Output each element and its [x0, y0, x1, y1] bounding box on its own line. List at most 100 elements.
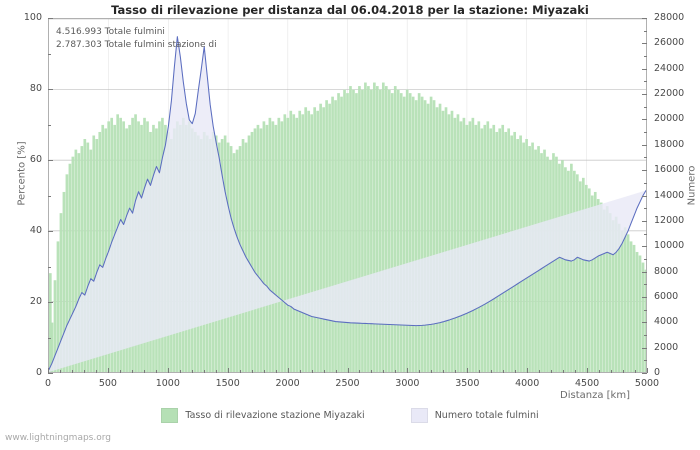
x-tick-label: 5000 [634, 378, 660, 389]
legend-item-detection-rate: Tasso di rilevazione stazione Miyazaki [161, 408, 365, 423]
x-tick-label: 4500 [575, 378, 600, 389]
y-left-tick-label: 100 [23, 12, 42, 23]
y-right-tick-label: 28000 [654, 12, 685, 23]
axis-tick-mark [642, 94, 647, 96]
axis-tick-mark [191, 370, 193, 373]
axis-tick-mark [644, 30, 647, 32]
y-left-tick-label: 0 [35, 367, 42, 378]
y-left-tick-label: 60 [29, 154, 42, 165]
axis-tick-mark [359, 370, 361, 373]
axis-tick-mark [119, 370, 121, 373]
legend-label-detection-rate: Tasso di rilevazione stazione Miyazaki [185, 410, 365, 421]
axis-tick-mark [167, 368, 169, 373]
legend-swatch-green [161, 408, 179, 423]
axis-tick-mark [635, 370, 637, 373]
axis-tick-mark [251, 370, 253, 373]
axis-tick-mark [644, 81, 647, 83]
axis-tick-mark [642, 119, 647, 121]
axis-tick-mark [48, 266, 51, 268]
axis-tick-mark [479, 370, 481, 373]
axis-tick-mark [642, 373, 647, 374]
axis-tick-mark [527, 368, 529, 373]
plot-area [48, 18, 647, 373]
axis-tick-mark [48, 302, 53, 303]
annotation-block: 4.516.993 Totale fulmini 2.787.303 Total… [56, 26, 217, 52]
axis-tick-mark [644, 284, 647, 286]
axis-tick-mark [131, 370, 133, 373]
axis-tick-mark [642, 322, 647, 324]
axis-tick-mark [275, 370, 277, 373]
axis-tick-mark [299, 370, 301, 373]
axis-tick-mark [642, 68, 647, 70]
axis-tick-mark [644, 309, 647, 311]
y-right-tick-label: 18000 [654, 138, 685, 150]
x-tick-label: 3000 [395, 378, 420, 389]
page-title: Tasso di rilevazione per distanza dal 06… [111, 3, 589, 17]
axis-tick-mark [287, 368, 289, 373]
axis-tick-mark [563, 370, 565, 373]
axis-tick-mark [83, 370, 85, 373]
axis-tick-mark [642, 170, 647, 172]
axis-tick-mark [642, 271, 647, 273]
axis-tick-mark [107, 368, 109, 373]
axis-tick-mark [215, 370, 217, 373]
y-right-tick-label: 12000 [654, 214, 685, 226]
axis-tick-mark [644, 258, 647, 260]
x-tick-label: 0 [44, 378, 52, 389]
x-tick-label: 4000 [515, 378, 540, 389]
axis-tick-mark [48, 53, 51, 55]
axis-tick-mark [347, 368, 349, 373]
axis-tick-mark [419, 370, 421, 373]
axis-tick-mark [644, 182, 647, 184]
axis-tick-mark [644, 106, 647, 108]
axis-tick-mark [642, 347, 647, 349]
axis-tick-mark [383, 370, 385, 373]
y-right-tick-label: 14000 [654, 189, 685, 201]
y-left-tick-label: 40 [29, 225, 42, 236]
axis-tick-mark [515, 370, 517, 373]
legend-label-total-count: Numero totale fulmini [434, 410, 539, 421]
axis-tick-mark [311, 370, 313, 373]
axis-tick-mark [48, 195, 51, 197]
y-right-tick-label: 16000 [654, 164, 685, 176]
axis-tick-mark [539, 370, 541, 373]
axis-tick-mark [644, 56, 647, 58]
axis-tick-mark [644, 334, 647, 336]
axis-tick-mark [48, 160, 53, 161]
axis-tick-mark [407, 368, 409, 373]
axis-tick-mark [48, 231, 53, 232]
axis-tick-mark [644, 132, 647, 134]
y-right-tick-label: 22000 [654, 88, 685, 100]
x-tick-label: 1000 [155, 378, 180, 389]
axis-tick-mark [48, 368, 49, 373]
axis-tick-mark [644, 157, 647, 159]
axis-tick-mark [371, 370, 373, 373]
axis-tick-mark [642, 195, 647, 197]
y-right-tick-label: 2000 [654, 341, 679, 353]
legend-swatch-lavender [410, 408, 428, 423]
x-axis-label: Distanza [km] [560, 390, 630, 401]
axis-tick-mark [48, 124, 51, 126]
axis-tick-mark [551, 370, 553, 373]
axis-tick-mark [491, 370, 493, 373]
axis-tick-mark [644, 208, 647, 210]
axis-tick-mark [455, 370, 457, 373]
axis-tick-mark [587, 368, 589, 373]
axis-tick-mark [48, 373, 53, 374]
legend-item-total-count: Numero totale fulmini [410, 408, 539, 423]
y-right-tick-label: 24000 [654, 62, 685, 74]
y-axis-left-label: Percento [%] [16, 141, 28, 206]
watermark: www.lightningmaps.org [5, 433, 111, 443]
axis-tick-mark [611, 370, 613, 373]
y-right-tick-label: 20000 [654, 113, 685, 125]
y-right-tick-label: 0 [654, 367, 661, 378]
y-left-tick-label: 20 [29, 296, 42, 307]
axis-tick-mark [503, 370, 505, 373]
y-right-tick-label: 8000 [654, 265, 679, 277]
x-tick-label: 3500 [455, 378, 480, 389]
axis-tick-mark [647, 368, 648, 373]
axis-tick-mark [575, 370, 577, 373]
axis-tick-mark [431, 370, 433, 373]
x-tick-label: 1500 [215, 378, 240, 389]
